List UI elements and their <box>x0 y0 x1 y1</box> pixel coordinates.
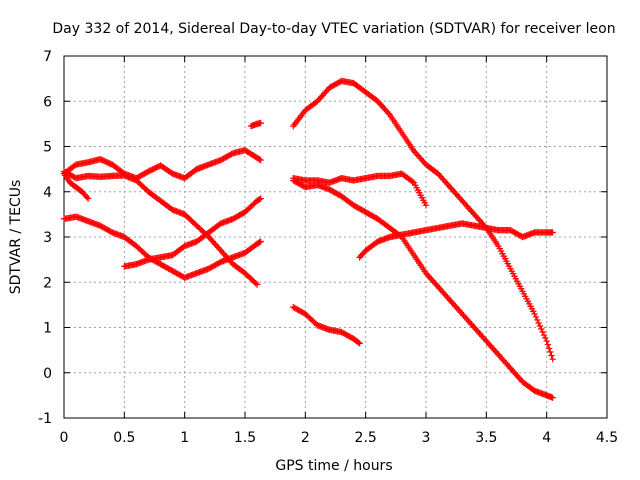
data-point-marker <box>544 341 552 348</box>
data-point-marker <box>532 313 540 321</box>
y-tick-label: 3 <box>43 230 52 246</box>
axis-ticks: 0 0.5 1 1.5 2 2.5 3 3.5 4 4.5 -1 0 1 2 3 4 5 6 7 <box>38 49 618 446</box>
series-track-3 <box>60 170 92 202</box>
data-point-marker <box>252 280 259 287</box>
data-point-marker <box>83 193 91 201</box>
series-track-8 <box>290 170 430 209</box>
data-point-marker <box>355 339 362 346</box>
data-point-marker <box>548 352 555 359</box>
series-track-7 <box>290 77 556 363</box>
y-tick-label: 5 <box>43 140 52 156</box>
data-point-marker <box>257 195 264 202</box>
data-point-marker <box>549 355 556 363</box>
data-point-marker <box>84 195 92 202</box>
data-point-marker <box>256 239 263 246</box>
data-point-marker <box>549 394 556 401</box>
data-points <box>60 77 556 401</box>
y-tick-label: 1 <box>43 321 52 337</box>
series-track-10 <box>356 220 556 261</box>
data-point-marker <box>256 156 263 163</box>
data-point-marker <box>385 110 392 117</box>
data-point-marker <box>257 156 264 164</box>
series-track-6 <box>247 119 264 130</box>
y-axis-label: SDTVAR / TECUs <box>8 180 24 295</box>
series-track-9 <box>290 177 556 401</box>
x-tick-label: 3.5 <box>475 430 497 446</box>
data-point-marker <box>356 340 363 347</box>
data-point-marker <box>547 348 554 356</box>
series-track-5 <box>121 195 264 270</box>
data-point-marker <box>257 238 264 245</box>
x-tick-label: 1.5 <box>234 430 256 446</box>
data-point-marker <box>542 334 549 342</box>
series-track-2 <box>60 168 261 288</box>
x-tick-label: 1 <box>180 430 189 446</box>
data-point-marker <box>531 310 538 318</box>
data-point-marker <box>534 316 541 324</box>
data-point-marker <box>543 337 550 345</box>
data-point-marker <box>538 325 545 333</box>
x-axis-label: GPS time / hours <box>275 458 392 474</box>
data-point-marker <box>549 229 556 236</box>
chart-title: Day 332 of 2014, Sidereal Day-to-day VTE… <box>52 21 615 37</box>
data-point-marker <box>257 119 264 127</box>
x-tick-label: 2.5 <box>355 430 377 446</box>
data-point-marker <box>409 178 416 185</box>
data-point-marker <box>536 322 544 330</box>
data-point-marker <box>256 196 263 203</box>
data-point-marker <box>539 328 546 336</box>
x-tick-label: 2 <box>301 430 310 446</box>
x-tick-label: 4 <box>542 430 551 446</box>
series-track-11 <box>290 303 363 347</box>
series-track-4 <box>60 213 264 281</box>
x-tick-label: 0 <box>60 430 69 446</box>
y-tick-label: 0 <box>43 366 52 382</box>
x-tick-label: 3 <box>422 430 431 446</box>
y-tick-label: 2 <box>43 275 52 291</box>
y-tick-label: -1 <box>38 411 52 427</box>
x-tick-label: 0.5 <box>113 430 135 446</box>
y-tick-label: 7 <box>43 49 52 65</box>
data-point-marker <box>540 331 548 339</box>
data-point-marker <box>253 281 261 288</box>
data-point-marker <box>535 319 542 327</box>
y-tick-label: 4 <box>43 185 52 201</box>
series-track-1 <box>60 146 264 182</box>
data-point-marker <box>545 345 553 352</box>
x-tick-label: 4.5 <box>596 430 618 446</box>
data-point-marker <box>422 202 430 209</box>
y-tick-label: 6 <box>43 94 52 110</box>
